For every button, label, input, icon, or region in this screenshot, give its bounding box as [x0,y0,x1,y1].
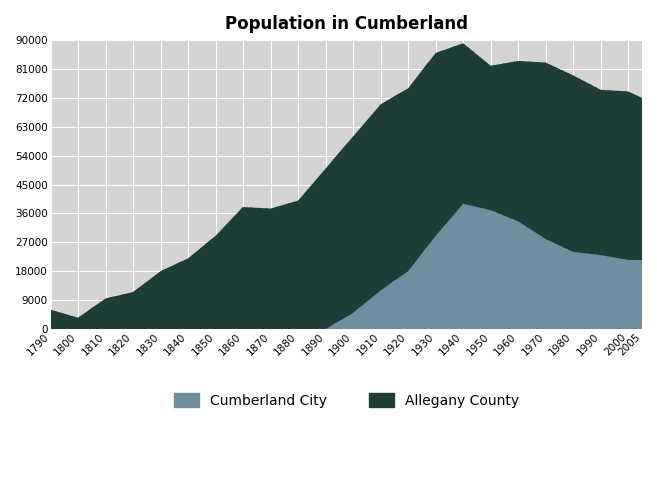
Title: Population in Cumberland: Population in Cumberland [225,15,468,33]
Legend: Cumberland City, Allegany County: Cumberland City, Allegany County [167,386,526,415]
